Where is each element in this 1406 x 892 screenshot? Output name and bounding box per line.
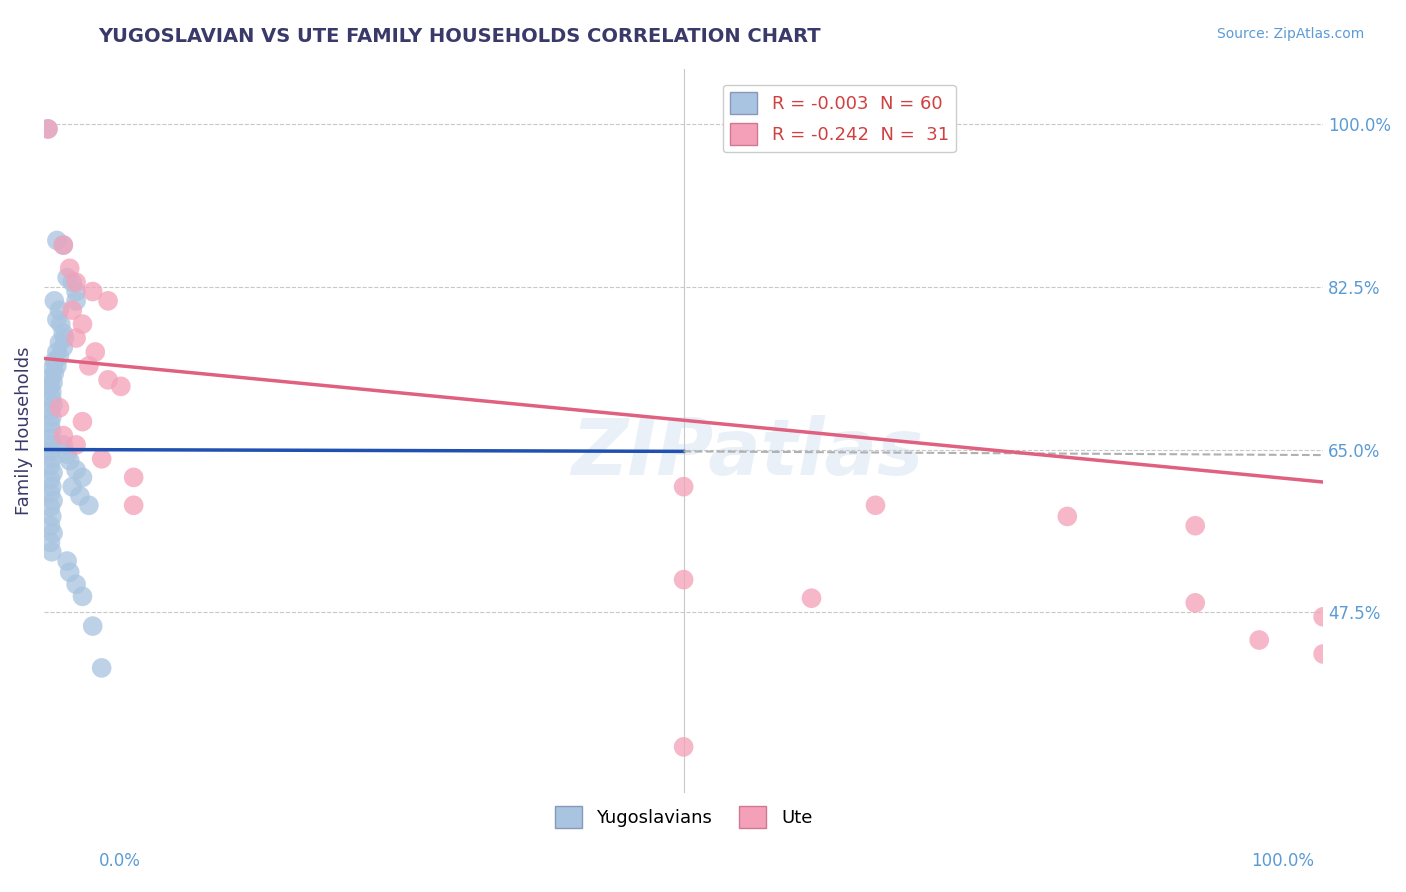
Text: 100.0%: 100.0% bbox=[1251, 852, 1315, 870]
Point bbox=[45, 312, 67, 326]
Point bbox=[52, 238, 75, 252]
Point bbox=[97, 293, 120, 308]
Point bbox=[39, 458, 62, 473]
Point bbox=[42, 493, 65, 508]
Point bbox=[90, 661, 112, 675]
Point bbox=[56, 554, 79, 568]
Point bbox=[39, 403, 62, 417]
Point bbox=[45, 345, 67, 359]
Point bbox=[72, 590, 94, 604]
Point bbox=[65, 285, 87, 299]
Point bbox=[72, 415, 94, 429]
Point bbox=[42, 398, 65, 412]
Point bbox=[59, 565, 82, 579]
Text: YUGOSLAVIAN VS UTE FAMILY HOUSEHOLDS CORRELATION CHART: YUGOSLAVIAN VS UTE FAMILY HOUSEHOLDS COR… bbox=[98, 27, 821, 45]
Point bbox=[44, 293, 66, 308]
Point bbox=[672, 739, 695, 754]
Point bbox=[53, 331, 76, 345]
Point bbox=[77, 498, 100, 512]
Point bbox=[1184, 596, 1206, 610]
Point bbox=[672, 480, 695, 494]
Point bbox=[48, 303, 70, 318]
Point bbox=[60, 275, 83, 289]
Point bbox=[72, 317, 94, 331]
Point bbox=[65, 463, 87, 477]
Point bbox=[60, 303, 83, 318]
Point bbox=[39, 417, 62, 431]
Point bbox=[1249, 633, 1271, 648]
Point bbox=[52, 238, 75, 252]
Point bbox=[82, 285, 104, 299]
Point bbox=[800, 591, 823, 606]
Point bbox=[42, 360, 65, 375]
Point bbox=[48, 401, 70, 415]
Legend: Yugoslavians, Ute: Yugoslavians, Ute bbox=[548, 798, 820, 835]
Point bbox=[1312, 609, 1334, 624]
Point bbox=[41, 424, 63, 438]
Point bbox=[1312, 647, 1334, 661]
Point bbox=[37, 122, 59, 136]
Point bbox=[44, 354, 66, 368]
Point bbox=[41, 384, 63, 399]
Point bbox=[65, 331, 87, 345]
Point bbox=[39, 486, 62, 500]
Point bbox=[1184, 518, 1206, 533]
Point bbox=[42, 526, 65, 541]
Point bbox=[77, 359, 100, 373]
Point bbox=[39, 431, 62, 445]
Point bbox=[110, 379, 132, 393]
Point bbox=[49, 317, 72, 331]
Point bbox=[45, 359, 67, 373]
Point bbox=[65, 275, 87, 289]
Point bbox=[69, 489, 91, 503]
Point bbox=[60, 480, 83, 494]
Point bbox=[56, 447, 79, 461]
Point bbox=[41, 392, 63, 406]
Point bbox=[865, 498, 887, 512]
Point bbox=[39, 535, 62, 549]
Point bbox=[41, 509, 63, 524]
Point bbox=[48, 335, 70, 350]
Point bbox=[65, 577, 87, 591]
Point bbox=[65, 438, 87, 452]
Point bbox=[41, 451, 63, 466]
Point bbox=[41, 370, 63, 384]
Point bbox=[41, 409, 63, 424]
Text: ZIPatlas: ZIPatlas bbox=[571, 415, 924, 491]
Point bbox=[39, 518, 62, 533]
Point bbox=[52, 438, 75, 452]
Point bbox=[1056, 509, 1078, 524]
Text: 0.0%: 0.0% bbox=[98, 852, 141, 870]
Point bbox=[44, 367, 66, 381]
Point bbox=[52, 428, 75, 442]
Point bbox=[59, 261, 82, 276]
Point bbox=[41, 438, 63, 452]
Point bbox=[52, 326, 75, 341]
Point bbox=[39, 472, 62, 486]
Point bbox=[42, 376, 65, 390]
Point bbox=[42, 466, 65, 480]
Point bbox=[39, 500, 62, 515]
Point bbox=[39, 444, 62, 458]
Point bbox=[39, 379, 62, 393]
Point bbox=[41, 545, 63, 559]
Point bbox=[52, 340, 75, 354]
Point bbox=[65, 293, 87, 308]
Point bbox=[48, 350, 70, 364]
Point bbox=[90, 451, 112, 466]
Point bbox=[122, 470, 145, 484]
Text: Source: ZipAtlas.com: Source: ZipAtlas.com bbox=[1216, 27, 1364, 41]
Point bbox=[82, 619, 104, 633]
Point bbox=[59, 453, 82, 467]
Point bbox=[84, 345, 107, 359]
Point bbox=[45, 234, 67, 248]
Point bbox=[72, 470, 94, 484]
Point bbox=[97, 373, 120, 387]
Point bbox=[41, 480, 63, 494]
Point bbox=[122, 498, 145, 512]
Point bbox=[672, 573, 695, 587]
Y-axis label: Family Households: Family Households bbox=[15, 347, 32, 516]
Point bbox=[37, 122, 59, 136]
Point bbox=[56, 270, 79, 285]
